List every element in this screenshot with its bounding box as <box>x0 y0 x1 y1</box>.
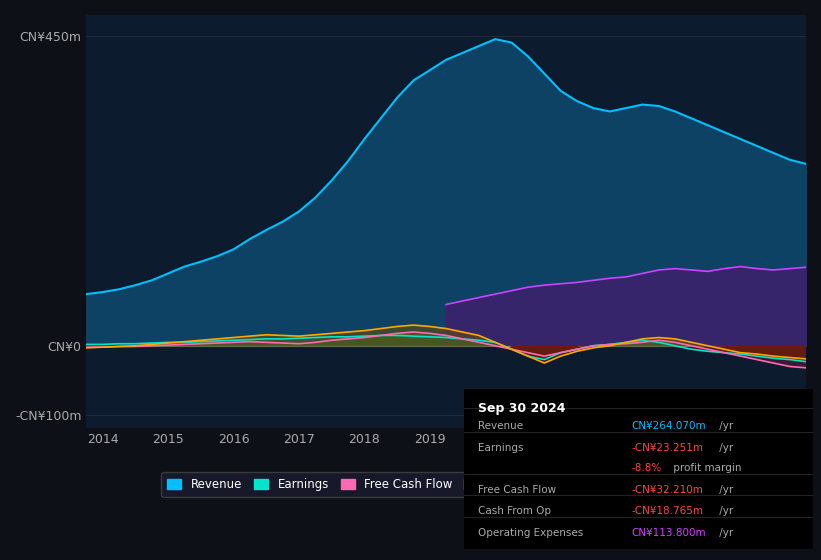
Text: /yr: /yr <box>716 421 733 431</box>
Text: /yr: /yr <box>716 506 733 516</box>
Text: Operating Expenses: Operating Expenses <box>478 528 583 538</box>
Text: -CN¥18.765m: -CN¥18.765m <box>631 506 704 516</box>
Text: profit margin: profit margin <box>670 463 741 473</box>
Legend: Revenue, Earnings, Free Cash Flow, Cash From Op, Operating Expenses: Revenue, Earnings, Free Cash Flow, Cash … <box>161 472 732 497</box>
Text: /yr: /yr <box>716 444 733 454</box>
Text: Free Cash Flow: Free Cash Flow <box>478 485 556 495</box>
Text: -CN¥32.210m: -CN¥32.210m <box>631 485 704 495</box>
Text: Revenue: Revenue <box>478 421 523 431</box>
Text: -CN¥23.251m: -CN¥23.251m <box>631 444 704 454</box>
Text: Cash From Op: Cash From Op <box>478 506 551 516</box>
Text: /yr: /yr <box>716 485 733 495</box>
Text: /yr: /yr <box>716 528 733 538</box>
Text: Earnings: Earnings <box>478 444 523 454</box>
Text: Sep 30 2024: Sep 30 2024 <box>478 402 566 415</box>
Text: -8.8%: -8.8% <box>631 463 662 473</box>
Text: CN¥264.070m: CN¥264.070m <box>631 421 706 431</box>
Text: CN¥113.800m: CN¥113.800m <box>631 528 706 538</box>
